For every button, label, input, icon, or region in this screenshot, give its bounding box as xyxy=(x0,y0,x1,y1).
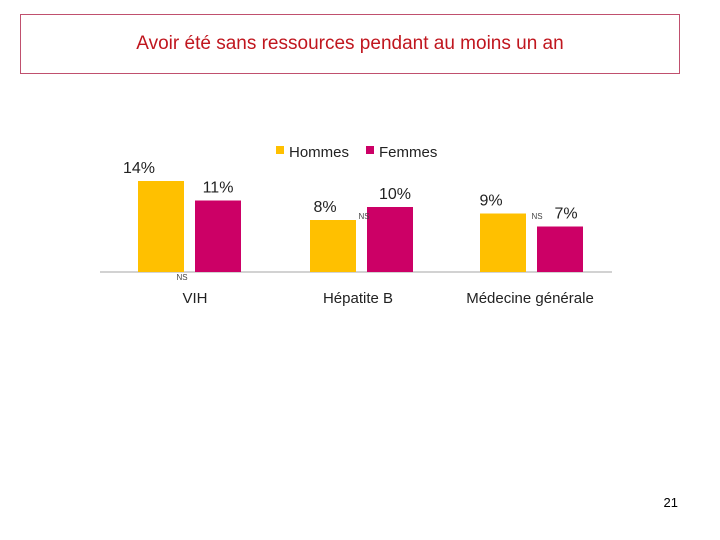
legend-label-femmes: Femmes xyxy=(379,144,437,161)
data-label: 8% xyxy=(313,199,336,216)
bar-femmes-2 xyxy=(367,207,413,272)
legend-swatch-femmes xyxy=(366,146,374,154)
bar-hommes-2 xyxy=(310,220,356,272)
chart-title: Avoir été sans ressources pendant au moi… xyxy=(136,33,564,54)
significance-label: NS xyxy=(531,212,542,221)
bar-hommes-1 xyxy=(138,181,184,272)
legend-label-hommes: Hommes xyxy=(289,144,349,161)
data-label: 7% xyxy=(554,206,577,223)
significance-label: NS xyxy=(358,212,369,221)
title-box: Avoir été sans ressources pendant au moi… xyxy=(20,14,680,74)
category-label: Médecine générale xyxy=(466,290,594,307)
data-label: 10% xyxy=(379,186,411,203)
page-number: 21 xyxy=(663,495,678,510)
data-label: 11% xyxy=(203,180,234,197)
bar-femmes-3 xyxy=(537,226,583,272)
data-label: 9% xyxy=(479,193,502,210)
data-label: 14% xyxy=(123,160,155,177)
category-label: VIH xyxy=(182,290,207,307)
bar-femmes-1 xyxy=(195,200,241,272)
category-label: Hépatite B xyxy=(323,290,393,307)
legend-swatch-hommes xyxy=(276,146,284,154)
bar-hommes-3 xyxy=(480,213,526,272)
significance-label: NS xyxy=(176,273,187,282)
